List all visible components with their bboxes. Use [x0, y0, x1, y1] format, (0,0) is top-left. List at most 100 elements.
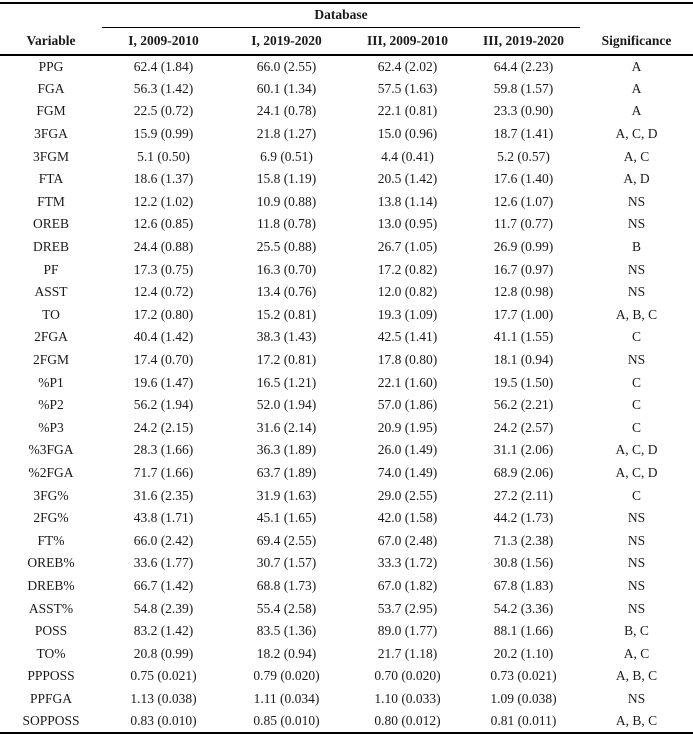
table-row: FTA 18.6 (1.37) 15.8 (1.19) 20.5 (1.42) 17.6… [0, 168, 693, 191]
significance-cell: NS [627, 577, 646, 593]
value-cell: 26.9 (0.99) [493, 239, 554, 255]
value-cell: 67.8 (1.83) [493, 577, 554, 593]
table-row: %P3 24.2 (2.15) 31.6 (2.14) 20.9 (1.95) 24.2… [0, 417, 693, 440]
variable-cell: FTA [38, 171, 64, 187]
value-cell: 63.7 (1.89) [256, 464, 317, 480]
value-cell: 15.2 (0.81) [256, 306, 317, 322]
significance-cell: NS [627, 216, 646, 232]
value-cell: 21.7 (1.18) [377, 645, 438, 661]
value-cell: 20.2 (1.10) [493, 645, 554, 661]
value-cell: 57.5 (1.63) [377, 80, 438, 96]
variable-cell: %P1 [38, 374, 64, 390]
value-cell: 15.8 (1.19) [256, 171, 317, 187]
value-cell: 29.0 (2.55) [377, 487, 438, 503]
variable-cell: 3FG% [33, 487, 69, 503]
value-cell: 66.0 (2.55) [256, 58, 317, 74]
table-header: Database Variable I, 2009-2010 I, 2019-2… [0, 3, 693, 56]
value-cell: 5.2 (0.57) [497, 148, 550, 164]
variable-cell: FGA [37, 80, 65, 96]
value-cell: 60.1 (1.34) [256, 80, 317, 96]
value-cell: 13.8 (1.14) [377, 193, 438, 209]
value-cell: 16.3 (0.70) [256, 261, 317, 277]
variable-column-header: Variable [0, 27, 102, 56]
value-cell: 12.0 (0.82) [377, 284, 438, 300]
variable-cell: 2FGM [32, 352, 69, 368]
variable-cell: PPG [38, 58, 64, 74]
table-row: 3FG% 31.6 (2.35) 31.9 (1.63) 29.0 (2.55) 27.… [0, 484, 693, 507]
value-cell: 12.6 (1.07) [493, 193, 554, 209]
significance-cell: C [631, 329, 641, 345]
value-cell: 4.4 (0.41) [381, 148, 434, 164]
significance-cell: A, B, C [615, 668, 658, 684]
value-cell: 31.6 (2.14) [256, 419, 317, 435]
significance-cell: NS [627, 510, 646, 526]
value-cell: 56.2 (2.21) [493, 397, 554, 413]
value-cell: 13.0 (0.95) [377, 216, 438, 232]
value-cell: 0.83 (0.010) [130, 713, 197, 729]
variable-cell: %2FGA [28, 464, 74, 480]
value-cell: 17.7 (1.00) [493, 306, 554, 322]
value-cell: 24.2 (2.15) [133, 419, 194, 435]
table-body: PPG 62.4 (1.84) 66.0 (2.55) 62.4 (2.02) 64.4… [0, 55, 693, 733]
variable-cell: OREB% [27, 555, 75, 571]
value-cell: 17.4 (0.70) [133, 352, 194, 368]
value-cell: 62.4 (1.84) [133, 58, 194, 74]
significance-cell: NS [627, 690, 646, 706]
value-cell: 56.3 (1.42) [133, 80, 194, 96]
value-cell: 33.3 (1.72) [377, 555, 438, 571]
table-row: SOPPOSS 0.83 (0.010) 0.85 (0.010) 0.80 (0.0… [0, 710, 693, 733]
value-cell: 20.8 (0.99) [133, 645, 194, 661]
value-cell: 21.8 (1.27) [256, 126, 317, 142]
table-row: FGM 22.5 (0.72) 24.1 (0.78) 22.1 (0.81) 23.3… [0, 100, 693, 123]
table-row: PPPOSS 0.75 (0.021) 0.79 (0.020) 0.70 (0.02… [0, 665, 693, 688]
table-row: %3FGA 28.3 (1.66) 36.3 (1.89) 26.0 (1.49) 31… [0, 439, 693, 462]
db3-2019-column-header: III, 2019-2020 [467, 27, 580, 56]
value-cell: 30.8 (1.56) [493, 555, 554, 571]
variable-cell: PPPOSS [27, 668, 75, 684]
value-cell: 31.9 (1.63) [256, 487, 317, 503]
value-cell: 0.70 (0.020) [374, 668, 441, 684]
table-row: FTM 12.2 (1.02) 10.9 (0.88) 13.8 (1.14) 12.6… [0, 191, 693, 214]
variable-cell: ASST% [28, 600, 74, 616]
value-cell: 45.1 (1.65) [256, 510, 317, 526]
value-cell: 26.7 (1.05) [377, 239, 438, 255]
value-cell: 59.8 (1.57) [493, 80, 554, 96]
significance-cell: NS [627, 555, 646, 571]
significance-cell: C [631, 374, 641, 390]
table-row: TO 17.2 (0.80) 15.2 (0.81) 19.3 (1.09) 17.7 … [0, 304, 693, 327]
value-cell: 17.6 (1.40) [493, 171, 554, 187]
value-cell: 18.6 (1.37) [133, 171, 194, 187]
value-cell: 31.1 (2.06) [493, 442, 554, 458]
db3-2009-column-header: III, 2009-2010 [348, 27, 467, 56]
value-cell: 22.1 (1.60) [377, 374, 438, 390]
value-cell: 18.1 (0.94) [493, 352, 554, 368]
value-cell: 18.2 (0.94) [256, 645, 317, 661]
table-row: 2FGM 17.4 (0.70) 17.2 (0.81) 17.8 (0.80) 18.… [0, 349, 693, 372]
value-cell: 26.0 (1.49) [377, 442, 438, 458]
value-cell: 17.3 (0.75) [133, 261, 194, 277]
variable-cell: %P3 [38, 419, 64, 435]
value-cell: 62.4 (2.02) [377, 58, 438, 74]
value-cell: 30.7 (1.57) [256, 555, 317, 571]
variable-cell: 2FGA [34, 329, 68, 345]
value-cell: 22.1 (0.81) [377, 103, 438, 119]
value-cell: 0.80 (0.012) [374, 713, 441, 729]
value-cell: 44.2 (1.73) [493, 510, 554, 526]
variable-cell: TO% [36, 645, 66, 661]
value-cell: 0.75 (0.021) [130, 668, 197, 684]
variable-cell: %P2 [38, 397, 64, 413]
variable-cell: FT% [37, 532, 65, 548]
significance-cell: C [631, 419, 641, 435]
table-row: 3FGM 5.1 (0.50) 6.9 (0.51) 4.4 (0.41) 5.2 (0… [0, 145, 693, 168]
value-cell: 19.6 (1.47) [133, 374, 194, 390]
significance-cell: NS [627, 352, 646, 368]
table-row: DREB 24.4 (0.88) 25.5 (0.88) 26.7 (1.05) 26.… [0, 236, 693, 259]
variable-cell: SOPPOSS [22, 713, 80, 729]
value-cell: 56.2 (1.94) [133, 397, 194, 413]
significance-cell: A, B, C [615, 713, 658, 729]
variable-cell: ASST [34, 284, 68, 300]
value-cell: 10.9 (0.88) [256, 193, 317, 209]
value-cell: 25.5 (0.88) [256, 239, 317, 255]
